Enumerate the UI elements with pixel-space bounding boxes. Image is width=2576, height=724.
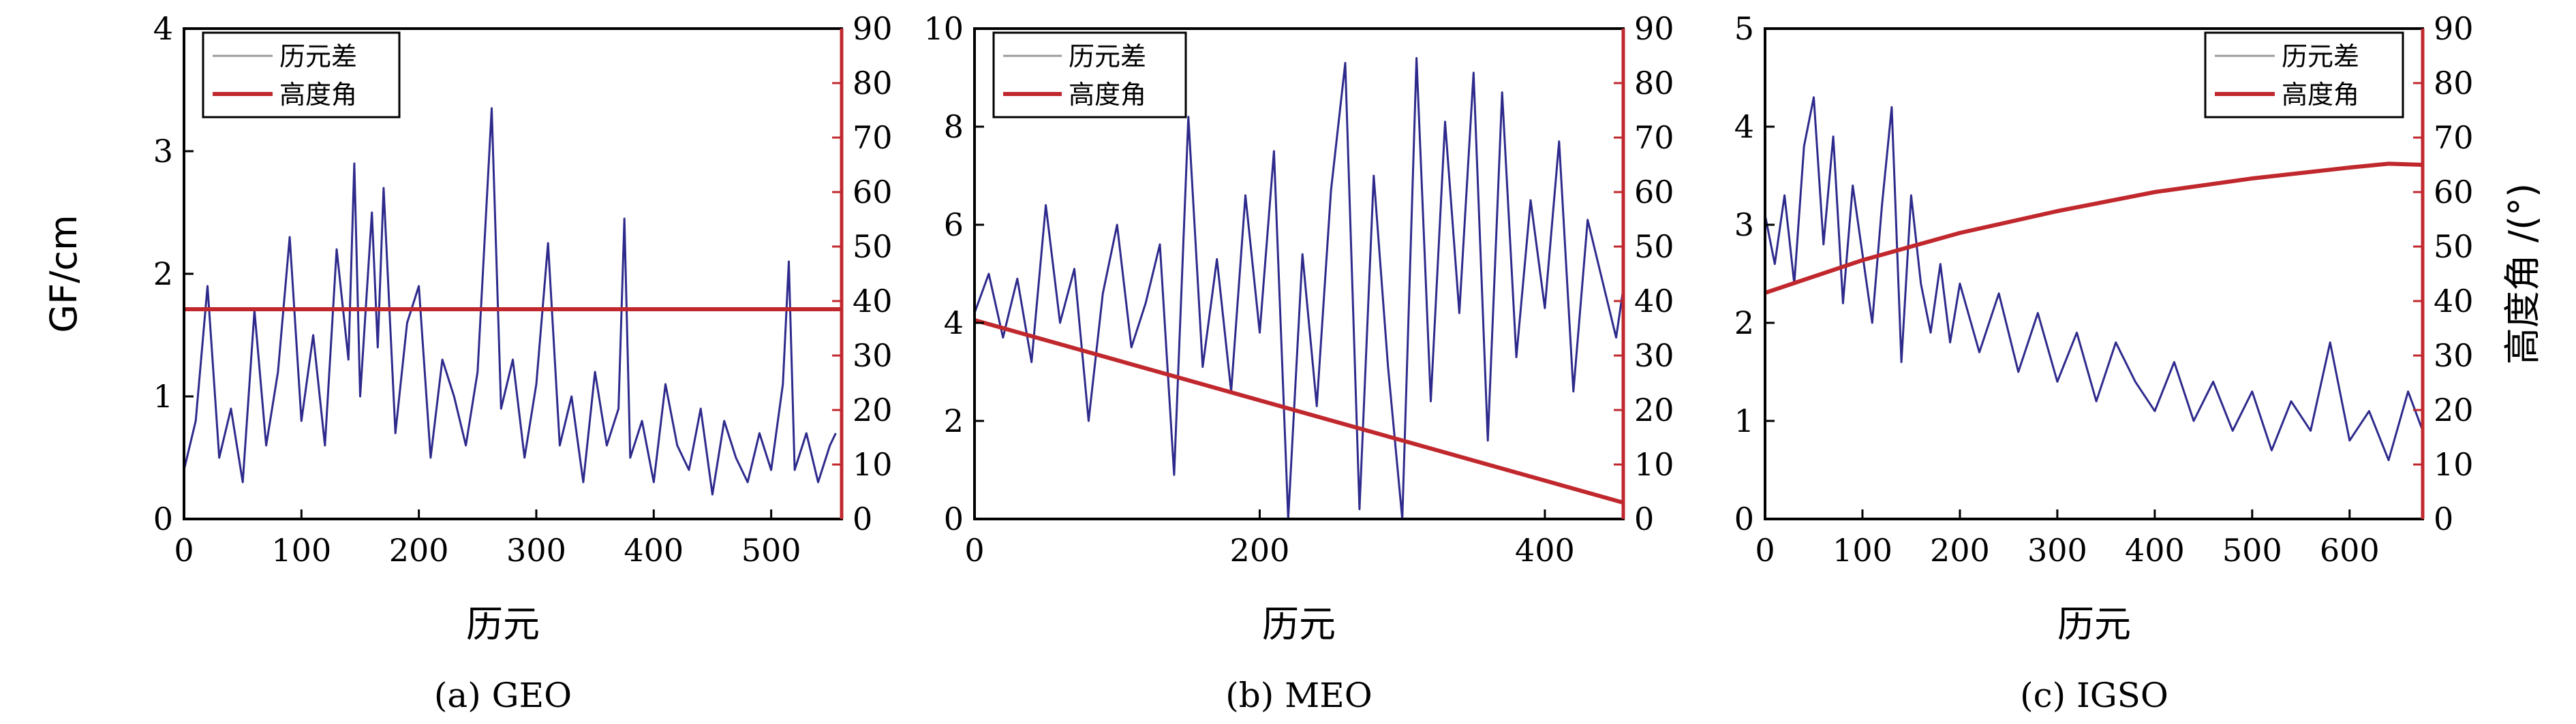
panel-meo-y2-tick-label: 90 [1634, 10, 1674, 47]
panel-igso-y-tick-label: 0 [1734, 501, 1754, 537]
panel-meo-caption: (b) MEO [1225, 676, 1373, 715]
panel-geo-y2-tick-label: 40 [853, 283, 893, 319]
panel-meo-legend-box [992, 31, 1187, 119]
panel-igso-y2-tick-label: 50 [2434, 228, 2474, 265]
panel-geo-x-axis-label: 历元 [466, 603, 540, 646]
panel-geo-y-tick-label: 3 [153, 133, 173, 170]
panel-igso-legend-label-diff: 历元差 [2282, 42, 2359, 72]
panel-geo-y2-tick-label: 0 [853, 501, 872, 537]
panel-igso-y-tick-label: 5 [1734, 10, 1754, 47]
panel-igso-y2-tick-label: 40 [2434, 283, 2474, 319]
panel-igso-y-tick-label: 3 [1734, 206, 1754, 243]
panel-geo-y-tick-label: 0 [153, 501, 173, 537]
panel-igso-y-tick-label: 1 [1734, 403, 1754, 439]
panel-geo-legend: 历元差 高度角 [202, 31, 401, 119]
panel-geo-y2-tick-label: 60 [853, 174, 893, 210]
panel-meo-y2-tick-label: 20 [1634, 392, 1674, 428]
panel-meo-legend: 历元差 高度角 [992, 31, 1187, 119]
panel-igso-x-tick-label: 200 [1930, 532, 1990, 569]
panel-meo-y-tick-label: 0 [944, 501, 964, 537]
panel-geo-y2-tick-label: 90 [853, 10, 893, 47]
panel-geo: 0 100 200 300 400 500012340102030405060708090… [42, 10, 893, 715]
panel-igso-x-tick-label: 300 [2027, 532, 2087, 569]
panel-geo-y-axis-label: GF/cm [42, 215, 85, 332]
panel-meo-y-tick-label: 6 [944, 206, 964, 243]
panel-geo-epoch-diff-line [183, 107, 837, 496]
panel-igso-y2-tick-label: 80 [2434, 65, 2474, 101]
panel-geo-y2-tick-label: 70 [853, 119, 893, 156]
panel-igso-caption: (c) IGSO [2020, 676, 2168, 715]
panel-meo-y2-tick-label: 30 [1634, 337, 1674, 374]
panel-geo-x-tick-label: 200 [389, 532, 449, 569]
panel-meo-y2-tick-label: 80 [1634, 65, 1674, 101]
panel-geo-y2-tick-label: 30 [853, 337, 893, 374]
panel-igso-x-tick-label: 100 [1833, 532, 1892, 569]
panel-igso-legend-box [2204, 31, 2404, 119]
panel-igso-y2-tick-label: 0 [2434, 501, 2453, 537]
panel-igso-x-tick-label: 400 [2125, 532, 2185, 569]
panel-igso-y2-tick-label: 20 [2434, 392, 2474, 428]
panel-geo-x-tick-label: 400 [624, 532, 684, 569]
panel-meo-y-tick-label: 4 [944, 304, 964, 341]
panel-geo-x-tick-label: 500 [741, 532, 801, 569]
panel-geo-y2-tick-label: 80 [853, 65, 893, 101]
panel-meo-y-tick-label: 2 [944, 403, 964, 439]
panel-igso-y2-tick-label: 70 [2434, 119, 2474, 156]
panel-meo-y2-tick-label: 40 [1634, 283, 1674, 319]
panel-geo-y2-tick-label: 20 [853, 392, 893, 428]
panel-geo-legend-label-diff: 历元差 [279, 42, 357, 72]
panel-geo-legend-label-elev: 高度角 [279, 80, 357, 110]
panel-igso-legend: 历元差 高度角 [2204, 31, 2404, 119]
panel-meo-x-tick-label: 0 [964, 532, 984, 569]
panel-meo-legend-label-diff: 历元差 [1069, 42, 1146, 72]
panel-igso-plot: 0 100 200 300 400 500 600012345010203040506070… [1734, 10, 2474, 569]
panel-igso-y2-tick-label: 10 [2434, 446, 2474, 483]
panel-meo-y2-tick-label: 70 [1634, 119, 1674, 156]
panel-meo-y2-tick-label: 0 [1634, 501, 1654, 537]
panel-igso-x-tick-label: 600 [2320, 532, 2380, 569]
panel-meo-legend-label-elev: 高度角 [1069, 80, 1146, 110]
panel-meo: 0 200 400 0 2 4 6 8 10 0 10 20 30 40 50 60 70 80 90 历元差 高度… [923, 10, 1674, 715]
panel-geo-y-tick-label: 2 [153, 255, 173, 292]
panel-geo-y2-tick-label: 10 [853, 446, 893, 483]
panel-igso-x-tick-label: 500 [2222, 532, 2282, 569]
panel-meo-y2-tick-label: 50 [1634, 228, 1674, 265]
panel-meo-x-axis-label: 历元 [1262, 603, 1336, 646]
panel-igso-x-tick-label: 0 [1755, 532, 1775, 569]
panel-geo-legend-box [202, 31, 401, 119]
panel-meo-y2-tick-label: 60 [1634, 174, 1674, 210]
panel-meo-epoch-diff-line [973, 57, 1625, 520]
panel-igso-elevation-line [1764, 161, 2423, 295]
panel-igso-x-axis-label: 历元 [2057, 603, 2131, 646]
panel-igso-legend-label-elev: 高度角 [2282, 80, 2359, 110]
panel-igso-y-tick-label: 4 [1734, 108, 1754, 145]
panel-geo-y2-tick-label: 50 [853, 228, 893, 265]
panel-meo-y-tick-label: 10 [923, 10, 964, 47]
panel-igso-epoch-diff-line [1764, 96, 2424, 462]
panel-igso-y2-axis-label: 高度角 /(°) [2501, 183, 2544, 365]
panel-geo-x-tick-label: 300 [506, 532, 566, 569]
panel-igso: 0 100 200 300 400 500 600012345010203040506070… [1734, 10, 2544, 715]
panel-geo-x-tick-label: 100 [271, 532, 331, 569]
panel-geo-y-tick-label: 4 [153, 10, 173, 47]
panel-igso-y2-tick-label: 90 [2434, 10, 2474, 47]
panel-meo-x-tick-label: 200 [1230, 532, 1290, 569]
panel-meo-x-tick-label: 400 [1515, 532, 1575, 569]
panel-geo-y-tick-label: 1 [153, 378, 173, 415]
panel-igso-y2-tick-label: 30 [2434, 337, 2474, 374]
panel-meo-plot: 0 200 400 0 2 4 6 8 10 0 10 20 30 40 50 60 70 80 90 [923, 10, 1674, 569]
panel-geo-x-tick-label: 0 [174, 532, 194, 569]
panel-meo-y-tick-label: 8 [944, 108, 964, 145]
panel-meo-y2-tick-label: 10 [1634, 446, 1674, 483]
panel-meo-elevation-line [974, 318, 1624, 505]
panel-igso-y2-tick-label: 60 [2434, 174, 2474, 210]
panel-igso-y-tick-label: 2 [1734, 304, 1754, 341]
panel-geo-caption: (a) GEO [434, 676, 572, 715]
